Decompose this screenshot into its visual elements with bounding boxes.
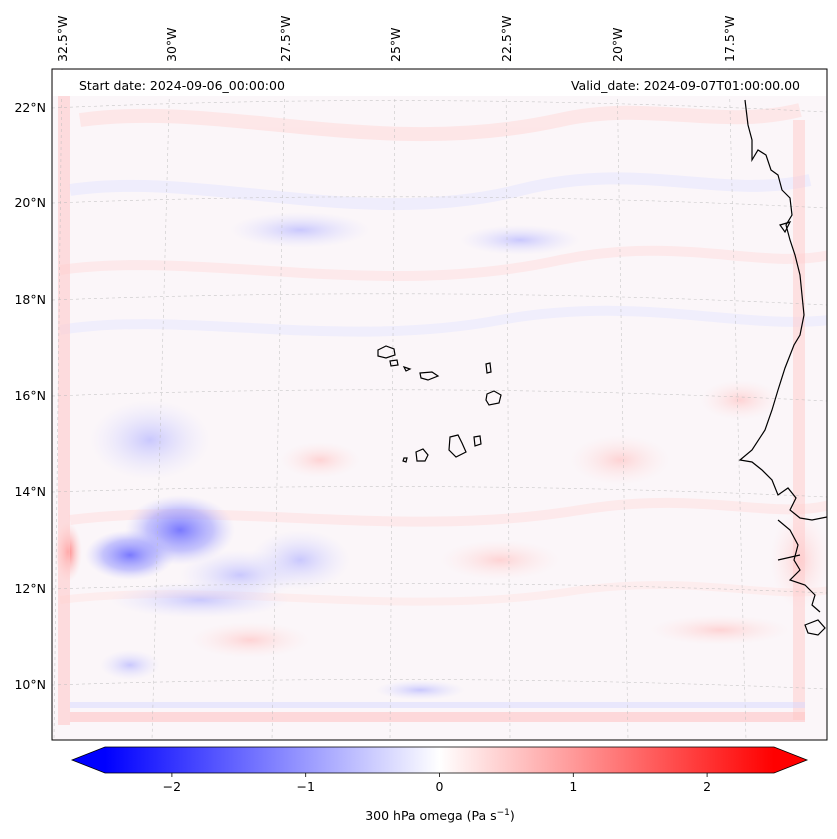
lat-label-14n: 14°N [14, 484, 46, 499]
map-frame [51, 68, 828, 741]
header-band [53, 70, 826, 96]
colorbar-tick-label: −1 [296, 779, 314, 794]
colorbar-max-extend [774, 747, 807, 773]
coastline [738, 99, 827, 636]
longitude-labels: 32.5°W 30°W 27.5°W 25°W 22.5°W 20°W 17.5… [55, 16, 737, 62]
valid-date: Valid_date: 2024-09-07T01:00:00.00 [571, 78, 800, 93]
colorbar-label: 300 hPa omega (Pa s−1) [365, 808, 515, 823]
lon-label-20w: 20°W [610, 27, 625, 62]
start-date: Start date: 2024-09-06_00:00:00 [79, 78, 285, 93]
lat-label-10n: 10°N [14, 677, 46, 692]
colorbar-gradient [105, 747, 774, 773]
lon-label-22-5w: 22.5°W [499, 16, 514, 62]
colorbar-ticks: −2 −1 0 1 2 [163, 773, 711, 794]
omega-field [52, 69, 827, 740]
cape-verde-islands [377, 345, 502, 463]
lat-label-18n: 18°N [14, 292, 46, 307]
colorbar-tick-label: 2 [703, 779, 711, 794]
colorbar-tick-label: 0 [436, 779, 444, 794]
colorbar-min-extend [72, 747, 105, 773]
colorbar-tick-label: 1 [569, 779, 577, 794]
lon-label-30w: 30°W [164, 27, 179, 62]
lon-label-32-5w: 32.5°W [55, 16, 70, 62]
lat-label-12n: 12°N [14, 581, 46, 596]
lat-label-20n: 20°N [14, 195, 46, 210]
lat-label-22n: 22°N [14, 100, 46, 115]
latitude-labels: 22°N 20°N 18°N 16°N 14°N 12°N 10°N [14, 100, 46, 692]
lat-label-16n: 16°N [14, 388, 46, 403]
colorbar: −2 −1 0 1 2 300 hPa omega (Pa s−1) [70, 746, 809, 823]
lon-label-27-5w: 27.5°W [278, 16, 293, 62]
lon-label-25w: 25°W [388, 27, 403, 62]
colorbar-outline [70, 746, 809, 774]
lon-label-17-5w: 17.5°W [722, 16, 737, 62]
colorbar-tick-label: −2 [163, 779, 181, 794]
graticule [52, 69, 827, 740]
